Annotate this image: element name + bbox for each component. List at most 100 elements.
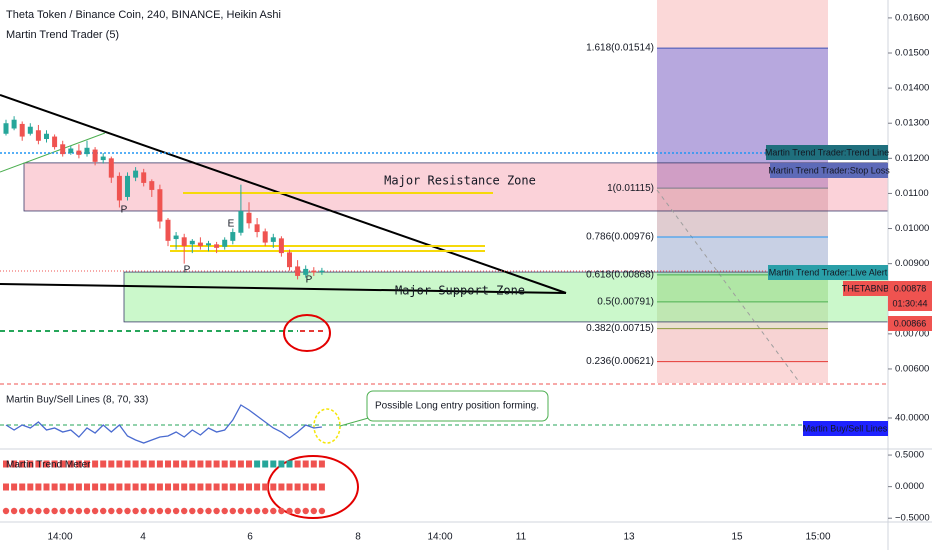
meter-dot — [278, 483, 285, 491]
x-tick-label: 15:00 — [805, 532, 830, 543]
meter-dot — [35, 507, 42, 515]
candle-body — [141, 172, 147, 183]
meter-dot — [124, 507, 131, 515]
meter-dot — [92, 483, 99, 491]
meter-dot — [302, 483, 309, 491]
candle-body — [189, 240, 195, 245]
meter-dot — [181, 507, 188, 515]
meter-dot — [278, 507, 285, 515]
meter-dot — [189, 483, 196, 491]
fib-label: 1.618(0.01514) — [586, 43, 654, 54]
meter-dot — [19, 483, 26, 491]
y-tick-label: 0.00700 — [895, 328, 929, 339]
meter-dot — [270, 507, 277, 515]
signal-marker: P — [306, 275, 313, 286]
meter-dot — [75, 483, 82, 491]
candle-body — [3, 123, 9, 134]
candle-body — [68, 148, 74, 154]
candle-body — [214, 244, 220, 248]
candle-body — [84, 147, 90, 155]
meter-dot — [59, 507, 66, 515]
tag-box — [888, 296, 932, 311]
tag-label: Martin Trend Trader:Trend Line — [765, 147, 889, 157]
fib-band — [657, 328, 828, 362]
meter-dot — [156, 507, 164, 515]
tag-label: Martin Trend Trader:Live Alert — [769, 267, 888, 277]
meter-dot — [11, 460, 18, 468]
fib-label: 0.382(0.00715) — [586, 323, 654, 334]
candle-body — [35, 130, 41, 141]
pane-title: Martin Buy/Sell Lines (8, 70, 33) — [6, 395, 148, 406]
fib-label: 1(0.01115) — [607, 183, 654, 194]
candle-body — [108, 158, 114, 178]
y-tick-label: 0.01000 — [895, 223, 929, 234]
candle-body — [52, 136, 58, 148]
y-tick-label: 0.01200 — [895, 153, 929, 164]
meter-dot — [84, 483, 90, 491]
meter-dot — [75, 460, 82, 468]
meter-dot — [205, 460, 212, 468]
meter-dot — [286, 507, 293, 515]
candle-body — [287, 252, 292, 268]
meter-dot — [116, 460, 123, 468]
meter-dot — [213, 483, 220, 491]
meter-dot — [181, 483, 188, 491]
signal-marker: P — [121, 205, 128, 216]
fib-band — [657, 301, 828, 329]
tag-label: Martin Trend Trader:Stop Loss — [768, 165, 890, 175]
meter-dot — [100, 483, 107, 491]
meter-dot — [27, 460, 34, 468]
meter-dot — [148, 507, 155, 515]
meter-dot — [294, 483, 301, 491]
meter-dot — [156, 483, 163, 491]
meter-dot — [165, 483, 171, 491]
meter-dot — [262, 483, 269, 491]
meter-dot — [270, 483, 277, 491]
meter-dot — [197, 460, 204, 468]
trend-line — [0, 283, 567, 294]
candle-body — [100, 156, 106, 161]
meter-dot — [43, 460, 50, 468]
candle-body — [133, 170, 139, 178]
meter-dot — [245, 507, 253, 515]
x-tick-label: 15 — [731, 532, 743, 543]
callout-box — [366, 390, 549, 422]
meter-dot — [3, 483, 9, 491]
meter-dot — [189, 460, 196, 468]
tag-box — [888, 281, 932, 296]
meter-dot — [254, 460, 261, 468]
meter-dot — [221, 507, 228, 515]
meter-dot — [132, 460, 139, 468]
fib-column — [657, 0, 828, 383]
callout-text: Possible Long entry position forming. — [375, 401, 539, 412]
meter-dot — [35, 483, 42, 491]
fib-label: 0.618(0.00868) — [586, 270, 654, 281]
oscillator-line — [5, 404, 322, 444]
meter-dot — [132, 507, 139, 515]
fib-label: 0.5(0.00791) — [597, 297, 654, 308]
meter-dot — [140, 483, 147, 491]
candle-body — [181, 237, 187, 247]
chart-title: Theta Token / Binance Coin, 240, BINANCE… — [6, 9, 281, 21]
candle-body — [222, 239, 228, 247]
meter-dot — [310, 483, 317, 491]
signal-marker: P — [184, 265, 191, 276]
y-tick-label: 0.01600 — [895, 12, 929, 23]
projection-line — [656, 189, 801, 384]
meter-dot — [116, 507, 123, 515]
callout-line — [339, 416, 373, 427]
meter-dot — [27, 507, 34, 515]
candle-body — [295, 266, 301, 276]
tag-label: 01:30:44 — [892, 298, 927, 308]
x-tick-label: 13 — [623, 532, 635, 543]
meter-dot — [116, 483, 123, 491]
meter-dot — [51, 460, 58, 468]
meter-dot — [197, 483, 204, 491]
meter-dot — [318, 507, 326, 515]
meter-dot — [67, 460, 74, 468]
meter-dot — [35, 460, 42, 468]
candle-body — [173, 235, 179, 240]
tag-label: THETABNB — [842, 283, 889, 293]
tag-box — [803, 421, 888, 436]
